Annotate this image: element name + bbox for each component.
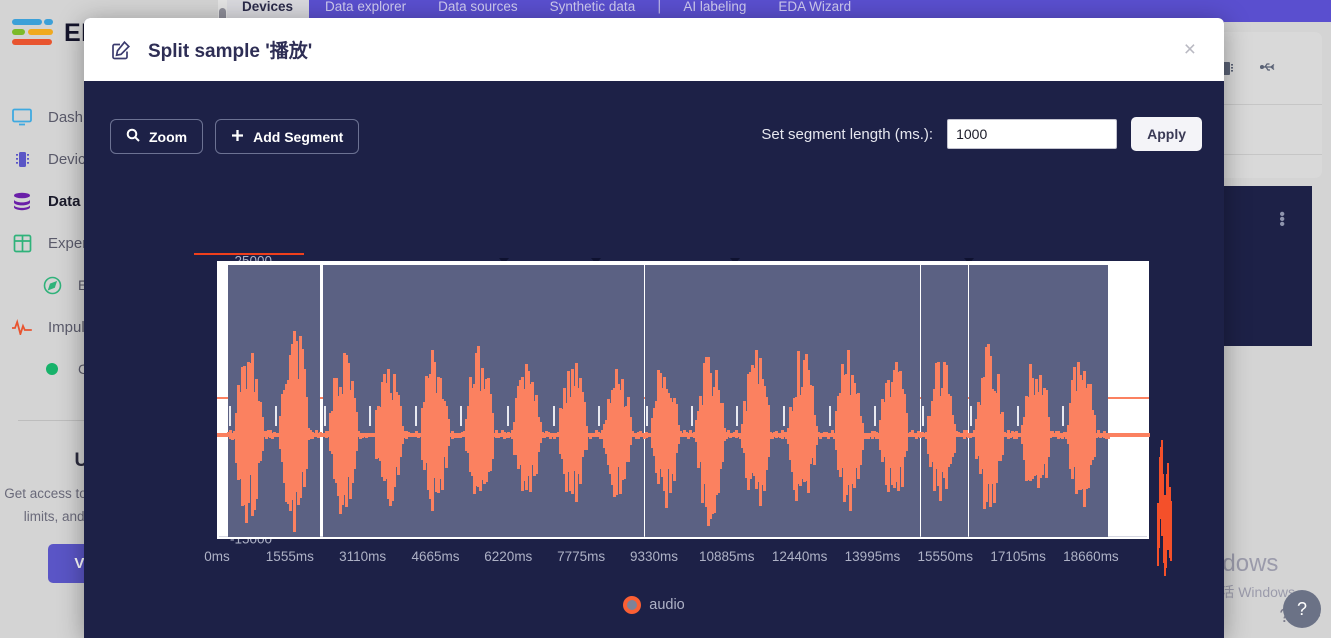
segment-handle[interactable] — [369, 405, 372, 426]
chart-legend[interactable]: audio — [84, 596, 1224, 614]
segment-handle[interactable] — [645, 405, 648, 426]
help-fab-button[interactable]: ? — [1283, 590, 1321, 628]
tab-synthetic-data[interactable]: Synthetic data — [549, 0, 636, 14]
x-axis-tick-label: 12440ms — [771, 549, 828, 564]
segment-handle[interactable] — [1062, 405, 1065, 426]
modal-toolbar: Zoom Add Segment — [110, 119, 360, 154]
tab-data-explorer[interactable]: Data explorer — [325, 0, 407, 14]
segment-handle[interactable] — [229, 405, 232, 426]
segment-handle[interactable] — [736, 405, 739, 426]
top-navigation-bar: Devices Data explorer Data sources Syntheti… — [226, 0, 1331, 22]
x-axis-tick-label: 0ms — [204, 549, 230, 564]
add-segment-button[interactable]: Add Segment — [215, 119, 360, 154]
modal-title: Split sample '播放' — [148, 41, 313, 62]
legend-dot-icon — [623, 596, 642, 614]
x-axis-tick-label: 3110ms — [339, 549, 387, 564]
segment-length-control: Set segment length (ms.): Apply — [761, 117, 1202, 151]
x-axis-tick-label: 13995ms — [844, 549, 901, 564]
waveform-zero-overflow-left — [194, 253, 304, 255]
x-axis-tick-label: 4665ms — [411, 549, 460, 564]
tab-data-sources[interactable]: Data sources — [438, 0, 518, 14]
green-dot-icon — [40, 358, 64, 380]
logo-mark-icon — [12, 18, 54, 48]
grid-icon — [10, 232, 34, 254]
segment-handle[interactable] — [969, 405, 972, 426]
zoom-button[interactable]: Zoom — [110, 119, 204, 154]
modal-body: Zoom Add Segment Set segment length (ms.… — [84, 81, 1224, 638]
top-nav-separator: | — [657, 0, 662, 14]
x-axis-labels: 0ms 1555ms 3110ms 4665ms 6220ms 7775ms 9330ms 1… — [204, 549, 1149, 569]
segment-handle[interactable] — [598, 405, 601, 426]
waveform-overflow-right — [1157, 433, 1173, 577]
card-kebab-menu-icon[interactable]: • • • — [1279, 206, 1285, 233]
x-axis-tick-label: 6220ms — [484, 549, 533, 564]
segment-handle[interactable] — [553, 405, 556, 426]
modal-header: Split sample '播放' × — [84, 18, 1224, 81]
close-icon[interactable]: × — [1183, 38, 1196, 61]
legend-label: audio — [649, 597, 685, 613]
x-axis-tick-label: 1555ms — [265, 549, 314, 564]
waveform-chart: 2500020000150001000050000-5000-10000-150… — [84, 253, 1224, 583]
x-axis-tick-label: 18660ms — [1063, 549, 1119, 564]
segment-handle[interactable] — [874, 405, 877, 426]
pencil-square-icon — [110, 39, 132, 61]
segment-handle[interactable] — [829, 405, 832, 426]
segment-handle[interactable] — [415, 405, 418, 426]
segment-handle[interactable] — [782, 405, 785, 426]
x-axis-tick-label: 9330ms — [629, 549, 678, 564]
segment-handle[interactable] — [274, 405, 277, 426]
usb-icon — [1259, 60, 1278, 82]
waveform-plot-area[interactable] — [217, 261, 1150, 539]
segment-length-label: Set segment length (ms.): — [761, 125, 934, 143]
x-axis-tick-label: 10885ms — [699, 549, 755, 564]
tab-ai-labeling[interactable]: AI labeling — [683, 0, 747, 14]
tab-eda-wizard[interactable]: EDA Wizard — [778, 0, 852, 14]
compass-icon — [40, 274, 64, 296]
apply-button[interactable]: Apply — [1131, 117, 1202, 151]
monitor-icon — [10, 106, 34, 128]
chip-icon — [10, 148, 34, 170]
x-axis-tick-label: 7775ms — [557, 549, 606, 564]
pulse-icon — [10, 316, 34, 338]
tab-devices[interactable]: Devices — [226, 0, 310, 20]
segment-handle[interactable] — [460, 405, 463, 426]
magnifier-icon — [126, 128, 140, 145]
segment-handle[interactable] — [323, 405, 326, 426]
segment-length-input[interactable] — [947, 119, 1118, 149]
x-axis-tick-label: 15550ms — [917, 549, 974, 564]
x-axis-tick-label: 17105ms — [990, 549, 1046, 564]
split-sample-modal: Split sample '播放' × Zoom Add Segment Set… — [84, 18, 1224, 638]
top-nav-tabs[interactable]: Devices Data explorer Data sources Syntheti… — [226, 0, 867, 22]
audio-waveform — [217, 261, 1150, 539]
zoom-button-label: Zoom — [149, 128, 188, 145]
database-icon — [10, 190, 34, 212]
segment-handle[interactable] — [1016, 405, 1019, 426]
segment-handle[interactable] — [921, 405, 924, 426]
add-segment-button-label: Add Segment — [253, 128, 344, 145]
plus-icon — [231, 129, 244, 145]
segment-handle[interactable] — [690, 405, 693, 426]
segment-handle[interactable] — [507, 405, 510, 426]
